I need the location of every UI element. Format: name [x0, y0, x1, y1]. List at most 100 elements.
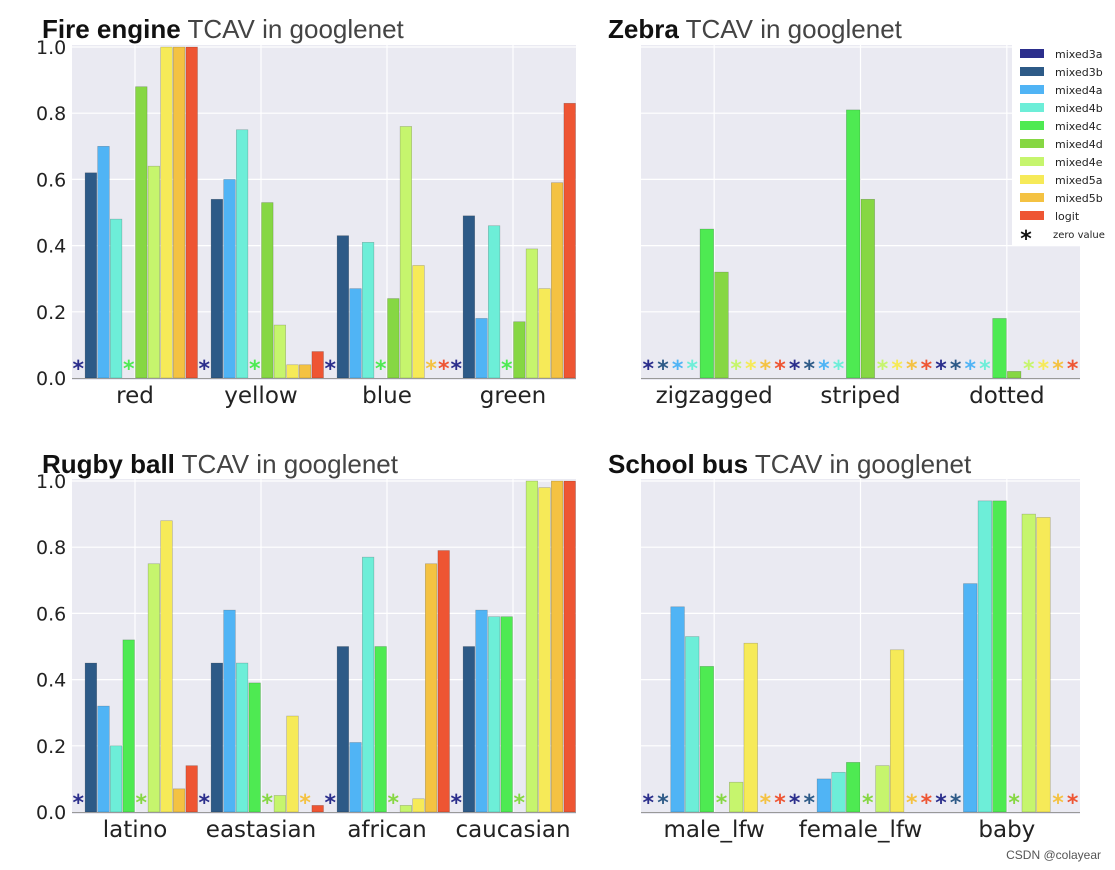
- chart-title-rest: TCAV in googlenet: [679, 14, 903, 44]
- bar-yellow-mixed4b: [236, 129, 249, 379]
- bar-green-logit: [563, 102, 576, 379]
- bar-latino-mixed5a: [160, 520, 173, 813]
- bar-yellow-mixed5a: [286, 364, 299, 379]
- legend-label-mixed3b: mixed3b: [1055, 66, 1103, 79]
- bar-caucasian-mixed5b: [550, 480, 564, 813]
- zero-marker: *: [774, 357, 786, 382]
- bar-dotted-mixed4d: [1007, 371, 1022, 379]
- zero-marker: *: [136, 791, 148, 816]
- bar-latino-logit: [185, 765, 198, 813]
- bar-red-mixed4b: [110, 218, 123, 379]
- bar-female_lfw-mixed4b: [831, 771, 846, 813]
- legend-label-mixed4a: mixed4a: [1055, 84, 1102, 97]
- y-tick-label: 0.6: [36, 603, 66, 625]
- bar-female_lfw-mixed4e: [875, 765, 890, 813]
- x-tick-label: latino: [103, 817, 168, 843]
- bar-green-mixed4a: [475, 318, 488, 379]
- zero-marker: *: [745, 357, 757, 382]
- x-tick-label: yellow: [224, 383, 297, 409]
- bar-latino-mixed4c: [122, 639, 135, 813]
- zero-marker: *: [388, 791, 400, 816]
- bar-eastasian-mixed4b: [236, 662, 249, 813]
- bar-african-mixed4e: [399, 805, 413, 813]
- zero-marker: *: [862, 791, 874, 816]
- bar-green-mixed4b: [487, 225, 501, 379]
- bar-baby-mixed4c: [992, 500, 1007, 813]
- zero-marker: *: [1052, 791, 1064, 816]
- bar-yellow-logit: [311, 351, 324, 379]
- x-tick-label: caucasian: [455, 817, 570, 843]
- legend-label-logit: logit: [1055, 210, 1080, 223]
- chart-title: Rugby ball TCAV in googlenet: [42, 449, 399, 479]
- zero-marker: *: [451, 791, 463, 816]
- y-tick-label: 0.8: [36, 537, 66, 559]
- zero-marker: *: [325, 357, 337, 382]
- legend-swatch-mixed3b: [1020, 67, 1044, 76]
- chart-title-rest: TCAV in googlenet: [181, 14, 405, 44]
- y-tick-label: 0.2: [36, 736, 66, 758]
- plot-area: [72, 45, 576, 380]
- bar-baby-mixed4b: [977, 500, 992, 813]
- zero-marker: *: [1067, 357, 1079, 382]
- bar-blue-mixed5a: [412, 265, 425, 379]
- bar-yellow-mixed4e: [273, 324, 287, 379]
- bar-male_lfw-mixed4a: [670, 606, 685, 813]
- legend-swatch-mixed5a: [1020, 175, 1044, 184]
- bar-yellow-mixed5b: [298, 364, 312, 379]
- x-tick-label: red: [116, 383, 154, 409]
- bar-african-mixed4a: [349, 742, 362, 813]
- legend-swatch-mixed5b: [1020, 193, 1044, 202]
- zero-marker: *: [833, 357, 845, 382]
- bar-red-mixed3b: [84, 172, 97, 379]
- bar-yellow-mixed4a: [223, 179, 236, 379]
- bar-blue-mixed4b: [361, 241, 375, 379]
- zero-marker: *: [950, 791, 962, 816]
- legend-swatch-mixed4c: [1020, 121, 1044, 130]
- chart-title: School bus TCAV in googlenet: [608, 449, 972, 479]
- bar-male_lfw-mixed4c: [699, 666, 714, 813]
- zero-marker: *: [438, 357, 450, 382]
- bar-caucasian-mixed3b: [462, 646, 476, 813]
- zero-marker: *: [760, 357, 772, 382]
- zero-marker: *: [672, 357, 684, 382]
- zero-marker: *: [906, 357, 918, 382]
- chart-title-bold: School bus: [608, 449, 748, 479]
- bar-male_lfw-mixed4b: [685, 636, 700, 813]
- legend: mixed3a mixed3b mixed4a mixed4b mixed4c mixed…: [1012, 45, 1112, 252]
- bar-female_lfw-mixed4c: [846, 762, 861, 813]
- zero-marker: *: [325, 791, 337, 816]
- zero-marker: *: [964, 357, 976, 382]
- legend-swatch-logit: [1020, 211, 1044, 220]
- zero-marker: *: [760, 791, 772, 816]
- bar-latino-mixed3b: [84, 662, 97, 813]
- zero-marker: *: [804, 357, 816, 382]
- bar-caucasian-logit: [563, 480, 576, 813]
- zero-marker: *: [877, 357, 889, 382]
- bar-striped-mixed4d: [860, 198, 875, 379]
- chart-school-bus: * * * * *male_lfw* * * * *female_lfw* * * * *babySch…: [608, 449, 1080, 843]
- y-tick-label: 0.4: [36, 236, 66, 258]
- watermark: CSDN @colayear: [1006, 848, 1101, 862]
- y-tick-label: 0.0: [36, 802, 66, 824]
- zero-marker: *: [950, 357, 962, 382]
- zero-marker: *: [1052, 357, 1064, 382]
- bar-eastasian-mixed4e: [273, 795, 287, 813]
- zero-marker: *: [657, 791, 669, 816]
- bar-eastasian-mixed5a: [286, 715, 299, 813]
- zero-marker: *: [514, 791, 526, 816]
- zero-marker: *: [979, 357, 991, 382]
- legend-swatch-mixed4a: [1020, 85, 1044, 94]
- legend-zero-symbol: *: [1020, 227, 1032, 252]
- bar-caucasian-mixed4c: [500, 616, 513, 813]
- legend-swatch-mixed4d: [1020, 139, 1044, 148]
- zero-marker: *: [1023, 357, 1035, 382]
- bar-caucasian-mixed4a: [475, 609, 488, 813]
- legend-label-mixed4e: mixed4e: [1055, 156, 1103, 169]
- x-tick-label: dotted: [969, 383, 1044, 409]
- zero-marker: *: [643, 791, 655, 816]
- bar-african-mixed5a: [412, 798, 425, 813]
- chart-title-rest: TCAV in googlenet: [175, 449, 399, 479]
- zero-marker: *: [716, 791, 728, 816]
- chart-title-rest: TCAV in googlenet: [748, 449, 972, 479]
- zero-marker: *: [73, 357, 85, 382]
